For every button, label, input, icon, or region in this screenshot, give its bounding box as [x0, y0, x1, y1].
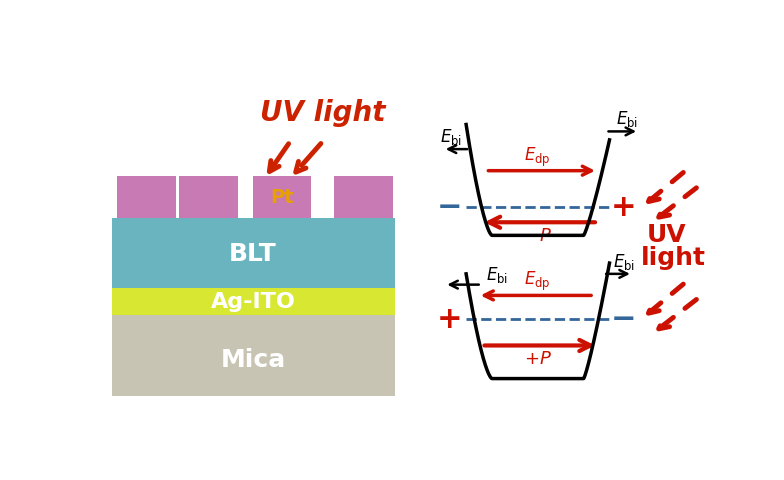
Text: BLT: BLT	[229, 241, 277, 265]
Bar	[112, 288, 395, 315]
Text: UV light: UV light	[260, 99, 386, 127]
Text: $E_{\rm bi}$: $E_{\rm bi}$	[440, 127, 463, 147]
Text: +: +	[611, 193, 637, 222]
Text: $+P$: $+P$	[524, 349, 552, 368]
Bar	[334, 177, 393, 219]
Bar	[180, 177, 238, 219]
Text: +: +	[436, 304, 462, 333]
Text: light: light	[641, 245, 706, 269]
Text: UV: UV	[646, 222, 686, 246]
Bar	[112, 315, 395, 396]
Text: $E_{\rm bi}$: $E_{\rm bi}$	[486, 264, 508, 284]
Text: −: −	[611, 304, 636, 333]
Text: $E_{\rm bi}$: $E_{\rm bi}$	[613, 251, 636, 271]
Text: −: −	[437, 193, 462, 222]
Bar	[253, 177, 311, 219]
Text: $-P$: $-P$	[524, 227, 552, 245]
Bar	[112, 219, 395, 288]
Text: $E_{\rm dp}$: $E_{\rm dp}$	[524, 270, 551, 293]
Text: $E_{\rm bi}$: $E_{\rm bi}$	[615, 109, 638, 129]
Bar	[118, 177, 176, 219]
Text: Ag-ITO: Ag-ITO	[211, 291, 296, 311]
Text: Mica: Mica	[220, 347, 285, 371]
Text: Pt: Pt	[270, 188, 293, 207]
Text: $E_{\rm dp}$: $E_{\rm dp}$	[524, 145, 551, 168]
